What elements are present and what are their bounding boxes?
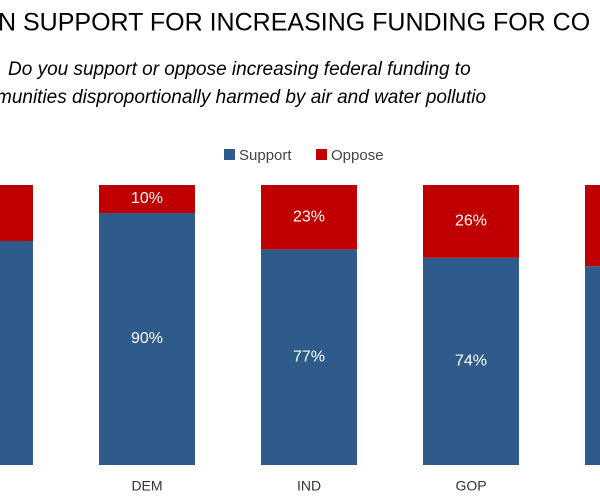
- chart-subtitle: Do you support or oppose increasing fede…: [8, 59, 471, 80]
- bar-segment: [261, 249, 357, 465]
- bar-segment: [261, 185, 357, 250]
- bar-segment: [99, 185, 195, 213]
- bar-segment: [585, 185, 600, 267]
- bar-segment: [585, 266, 600, 465]
- legend-label: Support: [239, 147, 292, 164]
- data-label: 77%: [293, 348, 325, 365]
- data-label: 74%: [455, 353, 487, 370]
- chart-title: N SUPPORT FOR INCREASING FUNDING FOR CO: [0, 9, 590, 37]
- x-tick-label: GOP: [455, 478, 486, 494]
- x-tick-label: DEM: [131, 478, 162, 494]
- chart-subtitle: munities disproportionally harmed by air…: [0, 87, 486, 108]
- bar-segment: [423, 257, 519, 465]
- data-label: 90%: [131, 330, 163, 347]
- legend-swatch: [224, 149, 235, 160]
- data-label: 23%: [293, 208, 325, 225]
- x-tick-label: IND: [297, 478, 321, 494]
- bar-segment: [0, 185, 33, 241]
- bar-segment: [0, 241, 33, 465]
- legend-swatch: [316, 149, 327, 160]
- bar-segment: [99, 213, 195, 465]
- data-label: 26%: [455, 213, 487, 230]
- legend-label: Oppose: [331, 147, 384, 164]
- bar-segment: [423, 185, 519, 258]
- data-label: 10%: [131, 190, 163, 207]
